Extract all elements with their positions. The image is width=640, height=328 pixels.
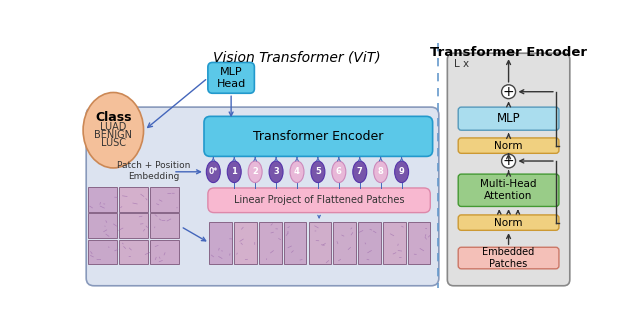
Ellipse shape xyxy=(248,161,262,183)
Text: MLP: MLP xyxy=(497,112,520,125)
Bar xyxy=(119,187,148,212)
Text: Transformer Encoder: Transformer Encoder xyxy=(253,130,383,143)
FancyBboxPatch shape xyxy=(458,215,559,230)
Text: +: + xyxy=(503,154,515,168)
Text: LUSC: LUSC xyxy=(101,137,126,148)
Text: Vision Transformer (ViT): Vision Transformer (ViT) xyxy=(213,50,381,64)
Text: Patch + Position
Embedding: Patch + Position Embedding xyxy=(117,161,190,181)
Ellipse shape xyxy=(395,161,408,183)
Bar xyxy=(383,222,406,264)
FancyBboxPatch shape xyxy=(458,174,559,206)
Text: Transformer Encoder: Transformer Encoder xyxy=(430,46,587,58)
FancyBboxPatch shape xyxy=(208,62,254,93)
Text: 5: 5 xyxy=(315,167,321,176)
Text: Class: Class xyxy=(95,112,132,124)
FancyBboxPatch shape xyxy=(458,107,559,130)
Text: 9: 9 xyxy=(399,167,404,176)
Bar xyxy=(234,222,257,264)
Bar xyxy=(408,222,430,264)
Text: 4: 4 xyxy=(294,167,300,176)
Bar xyxy=(88,239,117,264)
Ellipse shape xyxy=(269,161,283,183)
Circle shape xyxy=(502,85,516,99)
Text: BENIGN: BENIGN xyxy=(94,130,132,140)
FancyBboxPatch shape xyxy=(458,138,559,153)
Circle shape xyxy=(502,154,516,168)
Ellipse shape xyxy=(206,161,220,183)
FancyBboxPatch shape xyxy=(458,247,559,269)
Bar xyxy=(209,222,232,264)
Bar xyxy=(150,214,179,238)
Bar xyxy=(259,222,282,264)
Text: Multi-Head
Attention: Multi-Head Attention xyxy=(481,179,537,201)
Ellipse shape xyxy=(83,92,143,168)
Text: LUAD: LUAD xyxy=(100,122,127,132)
Bar xyxy=(88,187,117,212)
Bar xyxy=(308,222,331,264)
Text: MLP
Head: MLP Head xyxy=(216,67,246,89)
FancyBboxPatch shape xyxy=(204,116,433,156)
Bar xyxy=(150,187,179,212)
Ellipse shape xyxy=(311,161,325,183)
FancyBboxPatch shape xyxy=(447,53,570,286)
Bar xyxy=(358,222,381,264)
Bar xyxy=(88,214,117,238)
Text: Norm: Norm xyxy=(494,217,523,228)
Text: Embedded
Patches: Embedded Patches xyxy=(483,247,534,269)
Ellipse shape xyxy=(353,161,367,183)
Text: 6: 6 xyxy=(336,167,342,176)
Text: 1: 1 xyxy=(231,167,237,176)
Ellipse shape xyxy=(332,161,346,183)
Text: Norm: Norm xyxy=(494,141,523,151)
Text: 3: 3 xyxy=(273,167,279,176)
Bar xyxy=(284,222,307,264)
Bar xyxy=(119,239,148,264)
Text: +: + xyxy=(503,85,515,99)
Bar xyxy=(150,239,179,264)
Text: 7: 7 xyxy=(357,167,363,176)
Text: 2: 2 xyxy=(252,167,258,176)
Ellipse shape xyxy=(290,161,304,183)
Ellipse shape xyxy=(374,161,388,183)
Text: Linear Project of Flattened Patches: Linear Project of Flattened Patches xyxy=(234,195,404,205)
FancyBboxPatch shape xyxy=(86,107,439,286)
Text: 8: 8 xyxy=(378,167,383,176)
FancyBboxPatch shape xyxy=(208,188,430,213)
Ellipse shape xyxy=(227,161,241,183)
Text: 0*: 0* xyxy=(209,167,218,176)
Bar xyxy=(333,222,356,264)
Bar xyxy=(119,214,148,238)
Text: L x: L x xyxy=(454,59,468,70)
